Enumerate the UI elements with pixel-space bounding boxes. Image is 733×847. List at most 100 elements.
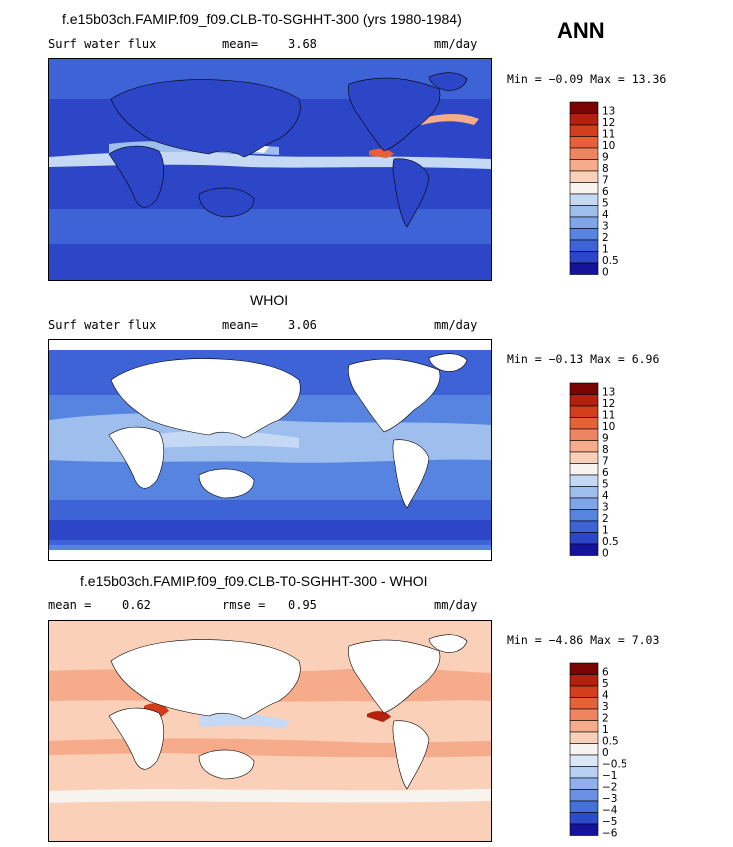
panel-1-colorbar-box xyxy=(569,147,599,160)
panel-1-colorbar-label: 9 xyxy=(602,152,609,164)
panel-3-colorbar-box xyxy=(569,731,599,744)
panel-2-colorbar-label: 9 xyxy=(602,433,609,445)
panel-2-units: mm/day xyxy=(434,318,478,332)
panel-3-colorbar-label: 3 xyxy=(602,701,609,713)
panel-2-colorbar-box xyxy=(569,405,599,418)
panel-2-minmax: Min = −0.13 Max = 6.96 xyxy=(507,352,659,366)
season-label: ANN xyxy=(557,18,605,43)
panel-2-colorbar-box xyxy=(569,497,599,510)
panel-1-max-value: 13.36 xyxy=(631,72,667,86)
panel-2-colorbar-label: 10 xyxy=(602,421,615,433)
panel-2-max-value: 6.96 xyxy=(631,352,660,366)
panel-1-units: mm/day xyxy=(434,37,478,51)
panel-2-africa xyxy=(108,426,165,489)
panel-2-colorbar-boxes xyxy=(569,382,599,556)
panel-1-colorbar-box xyxy=(569,182,599,195)
panel-2-colorbar-label: 13 xyxy=(602,387,615,399)
panel-3-colorbar-box xyxy=(569,720,599,733)
panel-3-north-america xyxy=(347,639,441,714)
panel-2-colorbar-box xyxy=(569,428,599,441)
panel-3-colorbar-box xyxy=(569,823,599,836)
panel-1-colorbar-box xyxy=(569,205,599,218)
panel-1-title: f.e15b03ch.FAMIP.f09_f09.CLB-T0-SGHHT-30… xyxy=(62,11,462,27)
panel-1-colorbar-box xyxy=(569,251,599,264)
panel-3-hotspot-indian xyxy=(144,703,169,717)
panel-2-colorbar-label: 7 xyxy=(602,456,609,468)
panel-2-itcz-band xyxy=(149,430,299,448)
panel-3-colorbar-box xyxy=(569,766,599,779)
panel-3-max-label: Max = xyxy=(590,633,625,647)
panel-3-colorbar-box xyxy=(569,789,599,802)
panel-1-colorbar-label: 13 xyxy=(602,106,615,118)
panel-1-colorbar-box xyxy=(569,228,599,241)
panel-1-africa xyxy=(108,145,165,208)
panel-3-colorbar-label: 6 xyxy=(602,667,609,679)
panel-2-australia xyxy=(198,468,255,499)
panel-1-variable-label: Surf water flux xyxy=(48,37,157,51)
panel-1-australia xyxy=(198,187,255,218)
panel-3-colorbar-label: −5 xyxy=(602,816,617,828)
panel-3-colorbar-label: 0 xyxy=(602,747,609,759)
panel-2-eurasia xyxy=(110,358,301,439)
panel-2-colorbar-label: 0 xyxy=(602,548,609,560)
panel-2-colorbar-box xyxy=(569,463,599,476)
panel-2-min-label: Min = xyxy=(507,352,542,366)
panel-1-mean-label: mean= xyxy=(222,37,259,51)
panel-3-colorbar-label: 4 xyxy=(602,690,609,702)
panel-3-colorbar-label: 0.5 xyxy=(602,736,619,748)
panel-2-colorbar-label: 2 xyxy=(602,513,609,525)
panel-3-greenland xyxy=(428,634,468,653)
panel-2-title: WHOI xyxy=(250,292,289,308)
panel-3-min-label: Min = xyxy=(507,633,542,647)
panel-3-colorbar-label: −3 xyxy=(602,793,617,805)
panel-3-africa xyxy=(108,707,165,770)
panel-2-colorbar-label: 11 xyxy=(602,410,615,422)
panel-3-colorbar-box xyxy=(569,697,599,710)
panel-1-colorbar-label: 4 xyxy=(602,209,609,221)
panel-2-mean-label: mean= xyxy=(222,318,259,332)
panel-3-eurasia xyxy=(110,639,301,720)
panel-1-colorbar-label: 6 xyxy=(602,186,609,198)
panel-1-colorbar-box xyxy=(569,262,599,275)
panel-1-colorbar-box xyxy=(569,101,599,114)
panel-1-greenland xyxy=(428,72,468,91)
panel-2-colorbar-label: 5 xyxy=(602,479,609,491)
panel-3-mean-value: 0.62 xyxy=(122,598,151,612)
panel-1-map xyxy=(48,58,492,281)
panel-1-gulfstream xyxy=(419,114,479,125)
panel-1-map-svg xyxy=(49,59,491,280)
panel-1-colorbar-label: 2 xyxy=(602,232,609,244)
panel-2-colorbar-label: 8 xyxy=(602,444,609,456)
panel-2-map xyxy=(48,339,492,561)
panel-3-australia xyxy=(198,749,255,780)
panel-2-variable-label: Surf water flux xyxy=(48,318,157,332)
panel-1-colorbar-label: 0.5 xyxy=(602,255,619,267)
panel-1-mean-value: 3.68 xyxy=(288,37,317,51)
panel-2-colorbar-box xyxy=(569,382,599,395)
panel-1-colorbar-box xyxy=(569,193,599,206)
panel-2-min-value: −0.13 xyxy=(548,352,584,366)
panel-2-greenland xyxy=(428,353,468,372)
panel-3-hotspot-pacific xyxy=(367,711,391,722)
panel-3-colorbar-label: −6 xyxy=(602,828,618,840)
panel-1-min-value: −0.09 xyxy=(548,72,584,86)
panel-3-colorbar-label: 5 xyxy=(602,678,609,690)
panel-2-colorbar-label: 1 xyxy=(602,525,609,537)
panel-3-colorbar-box xyxy=(569,777,599,790)
panel-3-colorbar-box xyxy=(569,674,599,687)
panel-3-colorbar-box xyxy=(569,812,599,825)
panel-3-colorbar-boxes xyxy=(569,662,599,836)
panel-2-max-label: Max = xyxy=(590,352,625,366)
panel-3-colorbar-box xyxy=(569,685,599,698)
panel-2-colorbar-box xyxy=(569,451,599,464)
panel-3-colorbar-label: 2 xyxy=(602,713,609,725)
panel-2-colorbar-label: 0.5 xyxy=(602,536,619,548)
panel-3-units: mm/day xyxy=(434,598,478,612)
panel-2-colorbar-label: 3 xyxy=(602,502,609,514)
panel-3-colorbar-box xyxy=(569,754,599,767)
panel-1-colorbar-boxes xyxy=(569,101,599,275)
